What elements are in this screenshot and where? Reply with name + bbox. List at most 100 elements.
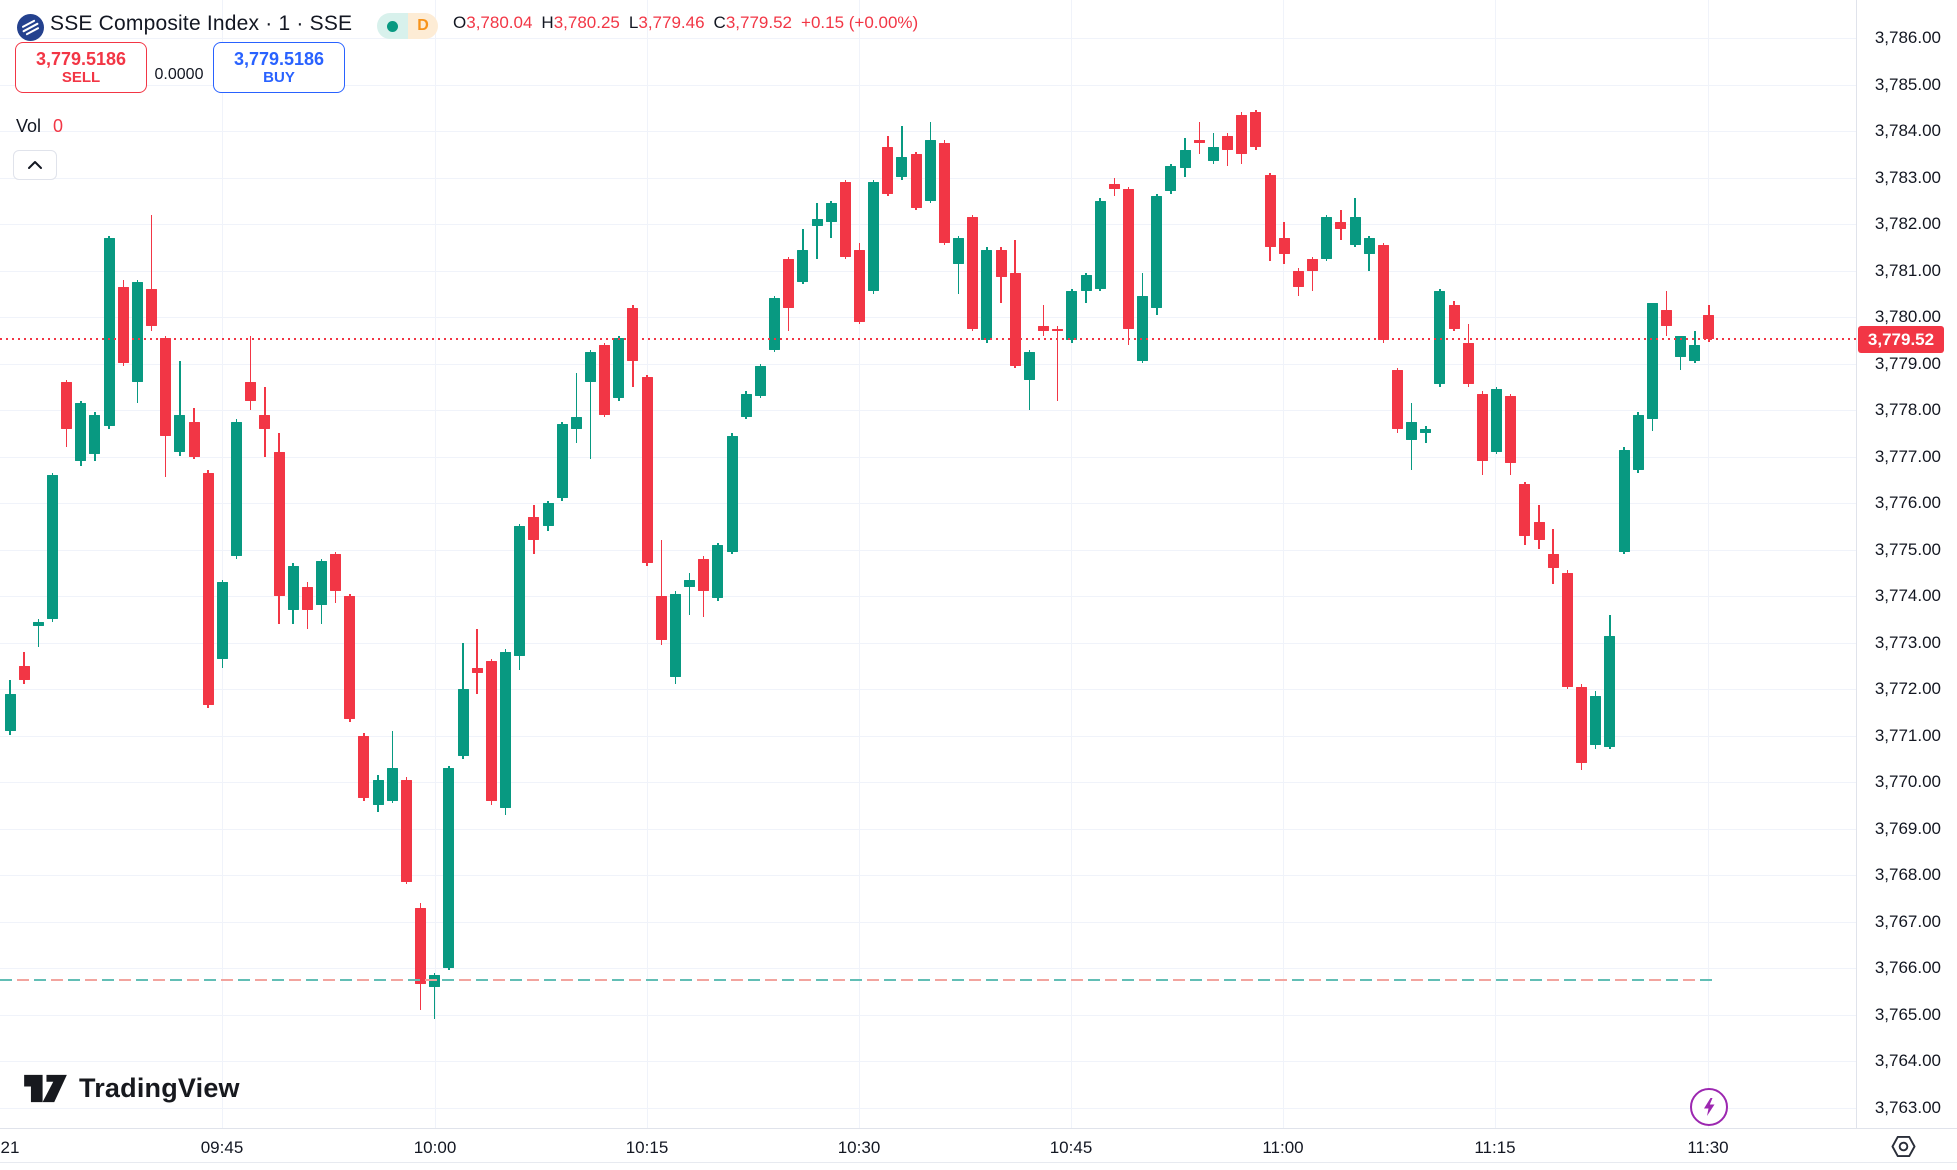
candle-wick xyxy=(901,126,903,180)
candle-up xyxy=(514,526,526,657)
candle-down xyxy=(1108,184,1120,190)
candle-wick xyxy=(37,619,40,648)
candle-down xyxy=(1193,140,1205,143)
time-tick-label: 11:00 xyxy=(1262,1138,1304,1157)
candle-wick xyxy=(1028,349,1031,410)
candle-wick xyxy=(957,235,960,294)
candle-down xyxy=(698,558,710,592)
candle-down xyxy=(485,661,497,801)
price-tick-label: 3,763.00 xyxy=(1874,1097,1941,1117)
candle-up xyxy=(1023,351,1035,380)
collapse-button[interactable] xyxy=(13,150,57,180)
candle-down xyxy=(967,217,979,329)
tradingview-logo[interactable]: TradingView xyxy=(22,1072,240,1105)
candle-up xyxy=(1363,237,1375,255)
candle-wick xyxy=(476,628,478,694)
chart-pane[interactable] xyxy=(0,0,1856,1128)
bottom-divider xyxy=(0,1162,1957,1163)
candle-up xyxy=(684,579,696,587)
candle-wick xyxy=(1198,121,1201,155)
candle-up xyxy=(315,561,327,606)
candle-up xyxy=(372,779,384,806)
sse-logo-icon xyxy=(17,14,44,41)
candle-down xyxy=(344,596,356,720)
candle-down xyxy=(853,249,865,322)
candle-down xyxy=(301,586,313,610)
price-gridline xyxy=(0,38,1856,39)
price-gridline xyxy=(0,270,1856,272)
candle-down xyxy=(330,554,342,592)
spread-value: 0.0000 xyxy=(154,66,204,83)
price-tick-label: 3,773.00 xyxy=(1874,632,1941,652)
candle-down xyxy=(117,286,129,364)
price-tick-label: 3,767.00 xyxy=(1874,911,1941,931)
time-axis[interactable]: 21 09:45 10:00 10:15 10:30 10:45 11:00 11:15 11:… xyxy=(0,1128,1957,1170)
symbol-title[interactable]: SSE Composite Index · 1 · SSE xyxy=(50,12,353,35)
time-tick-label: 21 xyxy=(0,1138,20,1157)
candle-wick xyxy=(249,335,252,410)
time-gridline xyxy=(1495,0,1496,1128)
candle-up xyxy=(542,503,554,527)
change-value: +0.15 (+0.00%) xyxy=(801,13,919,32)
price-gridline xyxy=(0,84,1856,86)
candle-wick xyxy=(150,214,153,331)
candle-wick xyxy=(1226,133,1229,166)
candle-wick xyxy=(179,361,181,457)
ohlc-legend: O 3,780.04 H 3,780.25 L 3,779.46 C 3,779.52 … xyxy=(453,13,918,33)
candle-down xyxy=(1391,370,1403,429)
candle-up xyxy=(981,249,993,341)
settings-hex-gear-icon xyxy=(1891,1135,1915,1157)
candle-down xyxy=(1222,135,1234,150)
price-gridline xyxy=(0,224,1856,225)
price-gridline xyxy=(0,828,1856,830)
candle-wick xyxy=(391,730,394,803)
candle-up xyxy=(216,582,228,659)
lightning-bolt-icon xyxy=(1704,1098,1715,1116)
price-tick-label: 3,778.00 xyxy=(1874,400,1941,419)
candle-up xyxy=(1632,414,1644,471)
quick-trade-button[interactable] xyxy=(1690,1088,1728,1126)
candle-up xyxy=(769,298,781,350)
market-open-segment xyxy=(377,13,408,39)
candle-up xyxy=(712,544,724,599)
data-mode-badge[interactable]: D xyxy=(408,13,438,39)
candle-down xyxy=(1462,342,1474,385)
candle-up xyxy=(1675,335,1687,357)
price-gridline xyxy=(0,735,1856,737)
candle-wick xyxy=(433,972,436,1020)
candle-up xyxy=(584,351,596,383)
candle-up xyxy=(1094,200,1106,290)
price-tick-label: 3,764.00 xyxy=(1874,1051,1941,1070)
candle-up xyxy=(386,768,398,801)
price-tick-label: 3,765.00 xyxy=(1874,1004,1941,1024)
candle-up xyxy=(1420,428,1432,434)
volume-value: 0 xyxy=(53,116,64,136)
candle-up xyxy=(1080,275,1092,292)
candle-down xyxy=(1547,554,1559,569)
buy-button[interactable]: 3,779.5186 BUY xyxy=(213,42,345,93)
timezone-settings-button[interactable] xyxy=(1888,1132,1918,1160)
price-gridline xyxy=(0,131,1856,132)
time-gridline xyxy=(1708,0,1709,1128)
time-gridline xyxy=(859,0,860,1128)
price-gridline xyxy=(0,317,1856,318)
candle-down xyxy=(1448,305,1460,329)
chevron-up-icon xyxy=(28,161,42,169)
market-status-pill[interactable]: D xyxy=(377,13,438,39)
time-tick-label: 10:00 xyxy=(413,1138,457,1157)
sse-logo-glyph xyxy=(21,19,40,36)
sell-button[interactable]: 3,779.5186 SELL xyxy=(15,42,147,93)
session-low-dashed-line xyxy=(0,979,1712,981)
candle-up xyxy=(1179,149,1191,169)
candle-down xyxy=(18,665,30,680)
price-tick-label: 3,781.00 xyxy=(1874,260,1941,280)
high-value: 3,780.25 xyxy=(553,13,620,32)
time-tick-label: 11:30 xyxy=(1687,1138,1729,1157)
candle-up xyxy=(1604,635,1616,748)
candle-up xyxy=(1689,344,1701,362)
price-gridline xyxy=(0,1107,1856,1109)
price-tick-label: 3,771.00 xyxy=(1874,725,1941,745)
price-tick-label: 3,775.00 xyxy=(1874,539,1941,559)
price-axis[interactable]: 3,786.00 3,785.00 3,784.00 3,783.00 3,782.00… xyxy=(1856,0,1957,1128)
